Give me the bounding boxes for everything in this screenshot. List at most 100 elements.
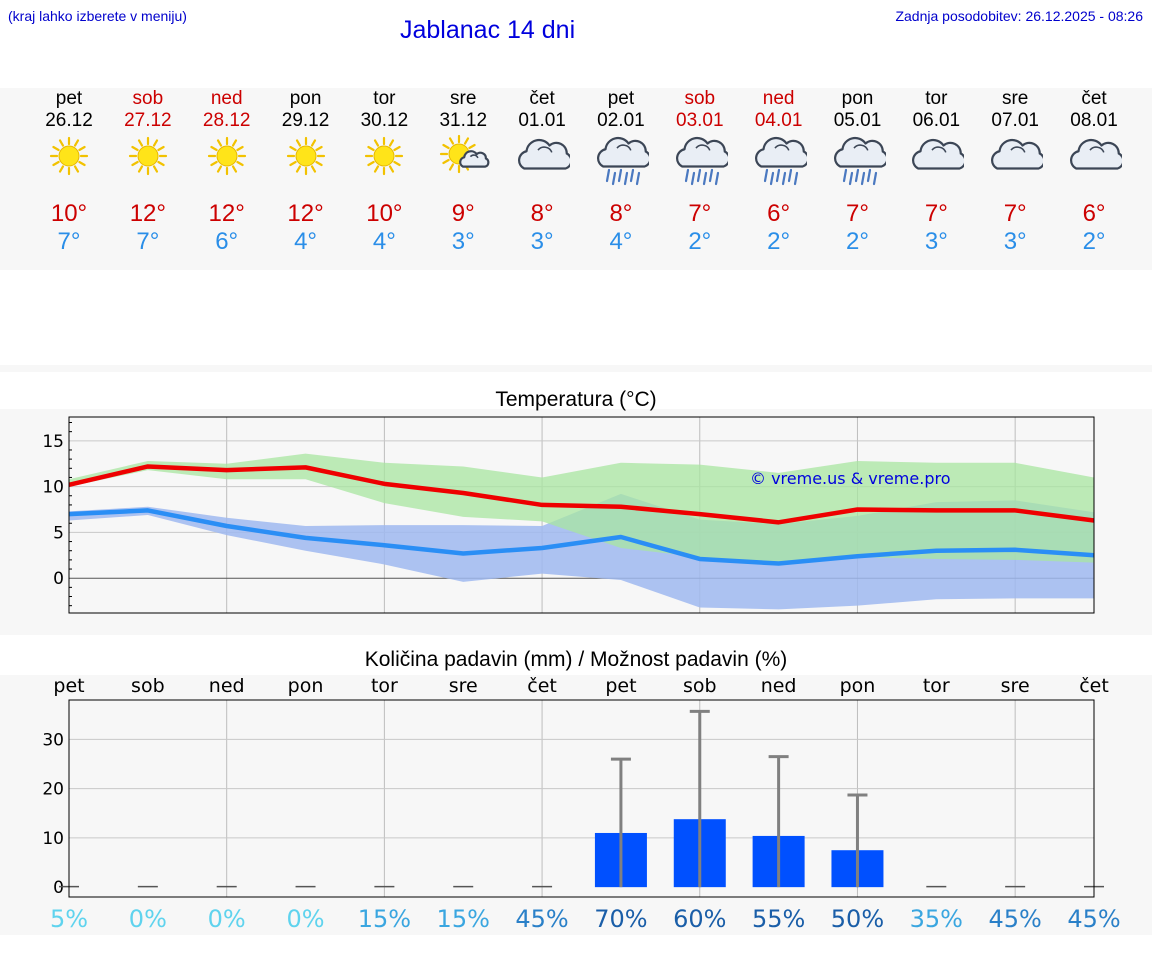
forecast-day: ned 28.12 12° 6°: [187, 88, 267, 256]
min-temperature: 3°: [530, 228, 554, 255]
precipitation-probability: 15%: [437, 905, 490, 933]
day-date: 29.12: [281, 110, 330, 131]
day-name: sob: [132, 88, 164, 109]
min-temperature: 7°: [57, 228, 81, 255]
forecast-day: pon 29.12 12° 4°: [266, 88, 346, 256]
forecast-day: sre 07.01 7° 3°: [975, 88, 1055, 256]
day-name: ned: [762, 88, 795, 109]
day-date: 08.01: [1070, 110, 1118, 131]
min-temperature: 2°: [846, 228, 869, 255]
min-temperature: 7°: [136, 228, 160, 255]
sun-icon: [108, 134, 188, 190]
max-temperature: 7°: [846, 200, 869, 227]
day-date: 28.12: [202, 110, 251, 131]
x-tick-label: tor: [923, 675, 950, 697]
precipitation-probability: 70%: [594, 905, 647, 933]
min-temperature: 3°: [1003, 228, 1027, 255]
day-date: 01.01: [518, 110, 566, 131]
forecast-day: sre 31.12 9° 3°: [423, 88, 503, 256]
forecast-day: čet 01.01 8° 3°: [502, 88, 582, 256]
max-temperature: 12°: [129, 200, 166, 227]
forecast-day: ned 04.01 6° 2°: [739, 88, 819, 256]
x-tick-label: sob: [131, 675, 165, 697]
forecast-days: pet 26.12 10° 7° sob 27.12 12° 7° ned 28.12 12° 6° p…: [0, 88, 1152, 270]
min-temperature: 2°: [688, 228, 712, 255]
min-temperature: 4°: [609, 228, 633, 255]
max-temperature: 7°: [688, 200, 712, 227]
max-temperature: 6°: [1082, 200, 1106, 227]
y-tick-label: 5: [53, 523, 64, 543]
y-tick-label: 30: [42, 730, 64, 750]
forecast-panel: [0, 88, 1152, 270]
sun-icon: [29, 134, 109, 190]
last-update-label: Zadnja posodobitev:: [895, 8, 1022, 24]
sun-icon: [266, 134, 346, 190]
day-name: sre: [450, 88, 477, 109]
sun-cloud-icon: [423, 134, 503, 190]
separator-band: [0, 365, 1152, 372]
x-tick-label: ned: [209, 675, 245, 697]
x-tick-label: pon: [840, 675, 876, 697]
day-name: tor: [925, 88, 948, 109]
max-temperature: 10°: [366, 200, 403, 227]
x-tick-label: sre: [449, 675, 478, 697]
x-tick-label: sob: [683, 675, 717, 697]
y-tick-label: 0: [53, 569, 64, 589]
sun-icon: [344, 134, 424, 190]
temperature-chart-title: Temperatura (°C): [495, 388, 657, 411]
x-tick-label: pet: [53, 675, 84, 697]
min-temperature: 3°: [451, 228, 475, 255]
max-temperature: 7°: [924, 200, 948, 227]
y-tick-label: 0: [53, 878, 64, 898]
cloud-icon: [502, 134, 582, 190]
rain-cloud-icon: [581, 134, 661, 190]
precipitation-probability: 55%: [752, 905, 805, 933]
cloud-icon: [975, 134, 1055, 190]
day-date: 05.01: [833, 110, 882, 131]
precipitation-chart-title: Količina padavin (mm) / Možnost padavin …: [364, 648, 788, 671]
day-name: tor: [373, 88, 396, 109]
precipitation-probability: 35%: [910, 905, 963, 933]
day-name: čet: [529, 88, 555, 109]
min-temperature-line: [68, 508, 1095, 566]
precipitation-probability: 60%: [673, 905, 726, 933]
forecast-day: tor 06.01 7° 3°: [896, 88, 976, 256]
precipitation-probability: 0%: [286, 905, 324, 933]
day-date: 04.01: [754, 110, 803, 131]
day-name: ned: [210, 88, 243, 109]
forecast-day: sob 03.01 7° 2°: [660, 88, 740, 256]
precipitation-probability: 45%: [988, 905, 1041, 933]
location-hint[interactable]: (kraj lahko izberete v meniju): [8, 8, 187, 24]
max-temperature: 10°: [50, 200, 88, 227]
precipitation-chart: pet sob ned pon tor sre čet pet sob ned pon tor sre č…: [42, 675, 1120, 933]
day-name: pet: [607, 88, 635, 109]
day-name: pon: [289, 88, 322, 109]
x-tick-label: ned: [761, 675, 797, 697]
x-tick-label: tor: [371, 675, 398, 697]
min-temperature: 4°: [294, 228, 318, 255]
precipitation-probability: 45%: [1067, 905, 1120, 933]
page-title: Jablanac 14 dni: [400, 16, 576, 44]
precipitation-probability: 50%: [831, 905, 884, 933]
max-temperature: 8°: [609, 200, 633, 227]
min-temperature: 6°: [215, 228, 239, 255]
day-name: sre: [1001, 88, 1029, 109]
min-temperature: 2°: [767, 228, 791, 255]
x-tick-label: čet: [1079, 675, 1109, 697]
day-date: 31.12: [439, 110, 488, 131]
last-update-value: 26.12.2025 - 08:26: [1025, 8, 1143, 24]
temperature-chart: 0 5 10 15 © vreme.us & vreme.pro: [42, 416, 1095, 614]
max-temperature: 12°: [287, 200, 324, 227]
last-update: Zadnja posodobitev: 26.12.2025 - 08:26: [895, 8, 1143, 24]
x-tick-label: pon: [288, 675, 324, 697]
watermark: © vreme.us & vreme.pro: [750, 469, 951, 488]
day-name: pon: [841, 88, 874, 109]
plot-frame: [68, 416, 1095, 614]
min-temperature: 3°: [924, 228, 948, 255]
max-temperature: 8°: [530, 200, 554, 227]
x-tick-label: sre: [1001, 675, 1030, 697]
max-temperature: 9°: [451, 200, 475, 227]
max-temperature: 6°: [767, 200, 791, 227]
min-temperature: 2°: [1082, 228, 1106, 255]
day-date: 30.12: [360, 110, 409, 131]
